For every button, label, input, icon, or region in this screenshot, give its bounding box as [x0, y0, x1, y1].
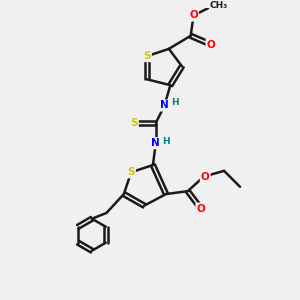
Text: S: S [130, 118, 138, 128]
Text: N: N [160, 100, 168, 110]
Text: S: S [143, 51, 151, 61]
Text: O: O [196, 204, 205, 214]
Text: CH₃: CH₃ [210, 1, 228, 10]
Text: O: O [207, 40, 215, 50]
Text: O: O [189, 11, 198, 20]
Text: O: O [201, 172, 210, 182]
Text: S: S [128, 167, 135, 177]
Text: H: H [171, 98, 178, 107]
Text: N: N [151, 138, 160, 148]
Text: H: H [162, 137, 170, 146]
